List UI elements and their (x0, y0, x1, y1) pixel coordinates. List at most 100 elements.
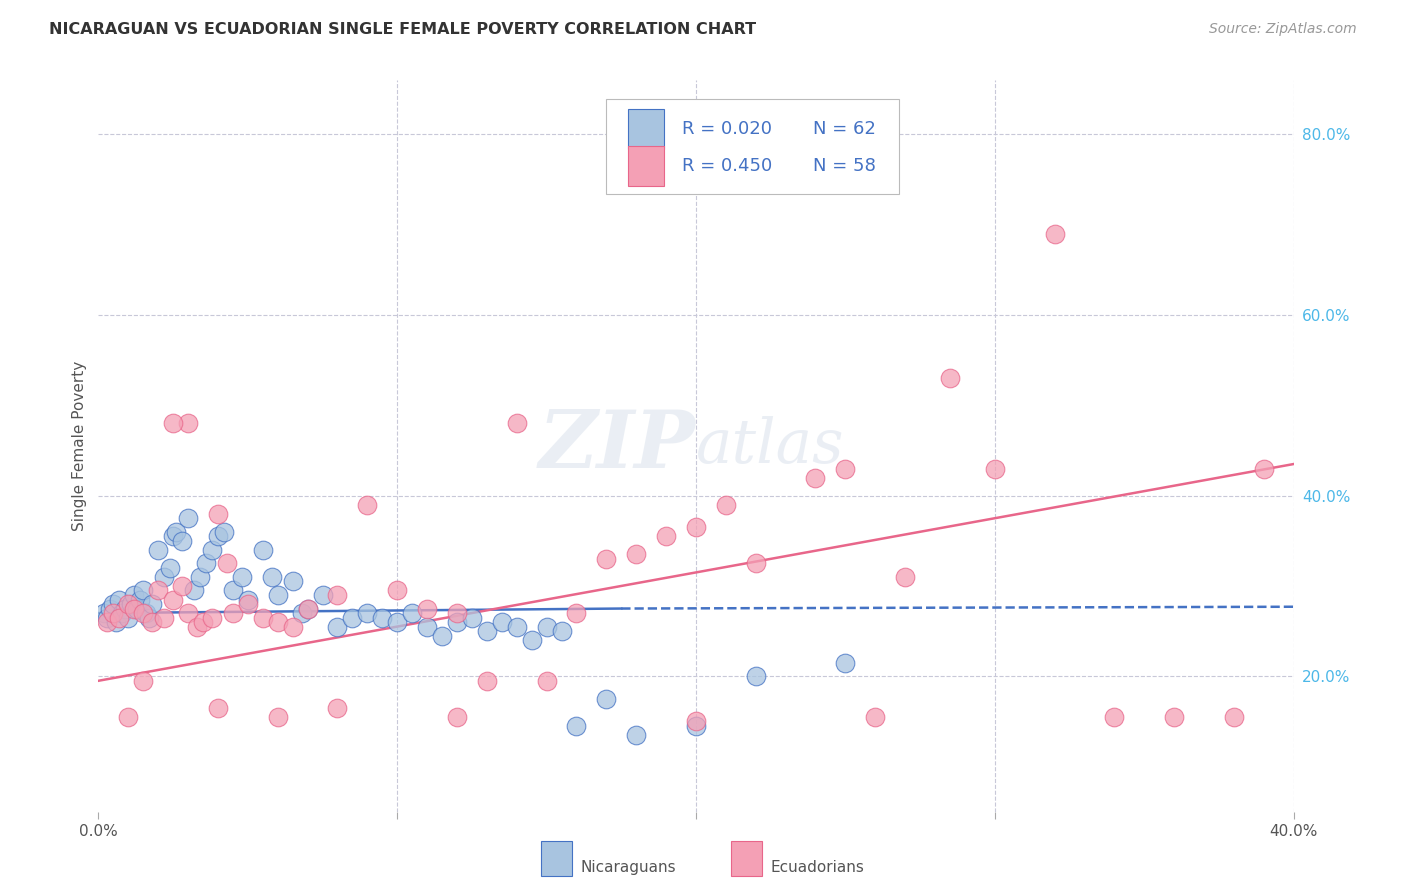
Point (195, 557, 218, 571)
Point (207, 701, 229, 715)
Point (127, 601, 149, 615)
FancyBboxPatch shape (606, 99, 900, 194)
Point (236, 592, 259, 607)
Point (804, 470, 827, 484)
Point (96, 615, 118, 629)
Point (1253, 461, 1275, 475)
Point (222, 606, 245, 620)
Text: Source: ZipAtlas.com: Source: ZipAtlas.com (1209, 22, 1357, 37)
Point (416, 601, 439, 615)
Point (356, 606, 378, 620)
Y-axis label: Single Female Poverty: Single Female Poverty (72, 361, 87, 531)
Point (834, 461, 856, 475)
Point (162, 592, 184, 607)
Point (162, 417, 184, 431)
Point (416, 619, 439, 633)
Point (1223, 710, 1246, 724)
Text: R = 0.450: R = 0.450 (682, 157, 772, 175)
Point (165, 524, 187, 539)
Point (141, 597, 163, 611)
Point (267, 615, 290, 629)
Point (267, 710, 290, 724)
Point (159, 561, 181, 575)
Point (132, 583, 155, 598)
Point (177, 417, 200, 431)
Point (865, 710, 887, 724)
Point (120, 597, 142, 611)
Point (153, 610, 176, 624)
Point (129, 592, 152, 607)
Point (148, 542, 170, 557)
Point (475, 673, 498, 688)
Text: Ecuadorians: Ecuadorians (770, 861, 865, 875)
Text: N = 62: N = 62 (813, 120, 876, 138)
Point (93, 606, 115, 620)
Text: ZIP: ZIP (538, 408, 696, 484)
Point (326, 588, 349, 602)
Point (506, 417, 529, 431)
Point (260, 570, 283, 584)
Point (595, 691, 617, 706)
Point (172, 533, 194, 548)
Point (475, 624, 498, 639)
Point (326, 619, 349, 633)
Point (201, 610, 224, 624)
Point (236, 597, 259, 611)
Point (141, 615, 163, 629)
Point (685, 520, 707, 534)
Point (183, 583, 205, 598)
Point (135, 606, 157, 620)
Point (491, 615, 513, 629)
Point (267, 588, 290, 602)
Point (215, 557, 238, 571)
Text: atlas: atlas (696, 416, 845, 476)
Point (1043, 227, 1066, 241)
Point (111, 606, 134, 620)
Point (108, 592, 131, 607)
Point (105, 615, 128, 629)
Text: Nicaraguans: Nicaraguans (581, 861, 676, 875)
Point (984, 461, 1007, 475)
Point (834, 656, 856, 670)
Point (461, 610, 484, 624)
Point (148, 583, 170, 598)
Point (685, 719, 707, 733)
Point (506, 619, 529, 633)
Point (430, 629, 453, 643)
Point (745, 669, 768, 683)
Point (655, 529, 678, 543)
Point (207, 529, 229, 543)
Point (385, 583, 409, 598)
Point (117, 710, 139, 724)
Point (565, 719, 588, 733)
Point (103, 606, 125, 620)
Point (177, 606, 200, 620)
Point (153, 570, 176, 584)
Point (446, 615, 468, 629)
Point (124, 588, 146, 602)
Point (342, 610, 364, 624)
Point (114, 601, 136, 615)
Point (626, 728, 648, 742)
Point (1104, 710, 1126, 724)
Point (685, 714, 707, 729)
Point (520, 633, 543, 648)
Point (96, 610, 118, 624)
Point (98, 601, 122, 615)
Point (446, 710, 468, 724)
Point (191, 615, 214, 629)
Point (371, 610, 394, 624)
Point (132, 606, 155, 620)
Point (291, 606, 314, 620)
Point (550, 624, 572, 639)
Point (311, 588, 333, 602)
Point (281, 619, 304, 633)
Point (356, 498, 378, 512)
Point (252, 610, 274, 624)
Point (894, 570, 917, 584)
Point (117, 597, 139, 611)
Point (565, 606, 588, 620)
Point (124, 601, 146, 615)
Point (446, 606, 468, 620)
Point (207, 507, 229, 521)
